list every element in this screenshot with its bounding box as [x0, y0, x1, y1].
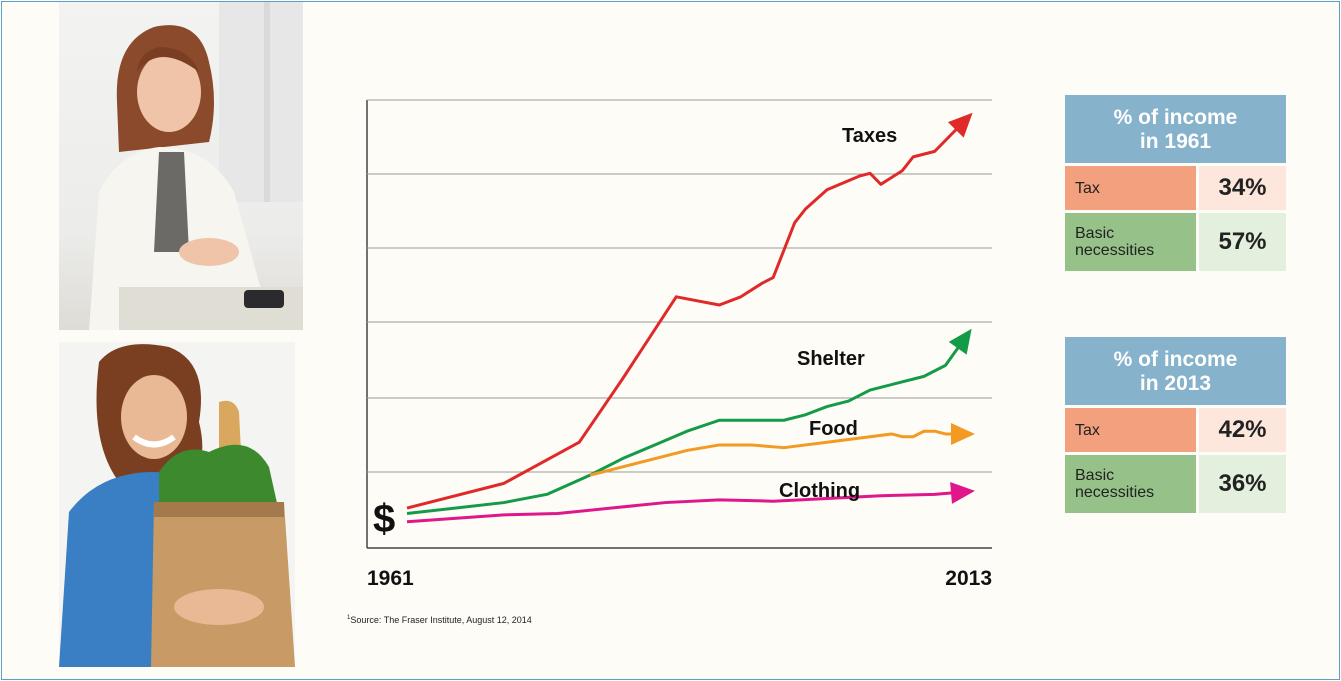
series-label-food: Food [809, 418, 858, 440]
series-line-taxes [406, 117, 969, 510]
x-tick-label-start: 1961 [367, 567, 414, 590]
chart-grid [366, 99, 992, 549]
income-table-2013: % of income in 2013 Tax 42% Basic necessi… [1065, 337, 1286, 513]
chart-lines [406, 112, 975, 524]
basic-necessities-value: 36% [1199, 455, 1286, 513]
series-arrow-taxes [947, 112, 973, 138]
table-row-tax: Tax 34% [1065, 166, 1286, 210]
source-text: Source: The Fraser Institute, August 12,… [350, 615, 532, 625]
table-title-line1: % of income [1113, 348, 1238, 371]
series-label-clothing: Clothing [779, 480, 860, 502]
basic-label-line1: Basic [1075, 467, 1115, 484]
table-header: % of income in 2013 [1065, 337, 1286, 405]
source-note: 1Source: The Fraser Institute, August 12… [347, 615, 532, 625]
basic-label-line2: necessities [1075, 484, 1155, 501]
tax-value: 42% [1199, 408, 1286, 452]
table-row-basic-necessities: Basic necessities 36% [1065, 455, 1286, 513]
series-arrow-clothing [950, 481, 975, 504]
woman-calculating-photo [59, 2, 303, 330]
tax-value: 34% [1199, 166, 1286, 210]
series-line-food [589, 429, 967, 477]
table-title-line1: % of income [1113, 106, 1238, 129]
basic-label-line1: Basic [1075, 225, 1115, 242]
woman-with-groceries-photo [59, 342, 295, 667]
basic-necessities-value: 57% [1199, 213, 1286, 271]
table-header: % of income in 1961 [1065, 95, 1286, 163]
basic-necessities-label: Basic necessities [1065, 213, 1196, 271]
basic-necessities-label: Basic necessities [1065, 455, 1196, 513]
series-label-taxes: Taxes [842, 125, 897, 147]
woman-with-groceries-illustration [59, 344, 295, 667]
x-tick-label-end: 2013 [945, 567, 992, 590]
chart-series-labels: Taxes Shelter Food Clothing [779, 125, 897, 502]
table-row-tax: Tax 42% [1065, 408, 1286, 452]
series-label-shelter: Shelter [797, 348, 865, 370]
series-arrow-shelter [948, 328, 972, 355]
series-line-clothing [406, 490, 968, 524]
tax-label: Tax [1065, 166, 1196, 210]
source-footnote-marker: 1 [347, 615, 351, 621]
table-row-basic-necessities: Basic necessities 57% [1065, 213, 1286, 271]
basic-label-line2: necessities [1075, 242, 1155, 259]
table-title-line2: in 1961 [1139, 130, 1212, 153]
table-title-line2: in 2013 [1139, 372, 1212, 395]
woman-calculating-illustration [89, 2, 303, 330]
y-axis-marker: $ [373, 497, 395, 541]
series-arrow-food [951, 422, 975, 445]
tax-label: Tax [1065, 408, 1196, 452]
income-table-1961: % of income in 1961 Tax 34% Basic necessi… [1065, 95, 1286, 271]
spending-chart: Taxes Shelter Food Clothing $ 1961 2013 [366, 99, 992, 590]
